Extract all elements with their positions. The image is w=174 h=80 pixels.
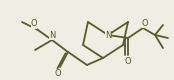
Text: O: O: [142, 18, 148, 28]
Text: O: O: [125, 58, 131, 66]
Text: O: O: [31, 20, 37, 28]
Text: N: N: [105, 30, 111, 40]
Text: N: N: [49, 30, 55, 40]
Text: O: O: [55, 70, 61, 78]
